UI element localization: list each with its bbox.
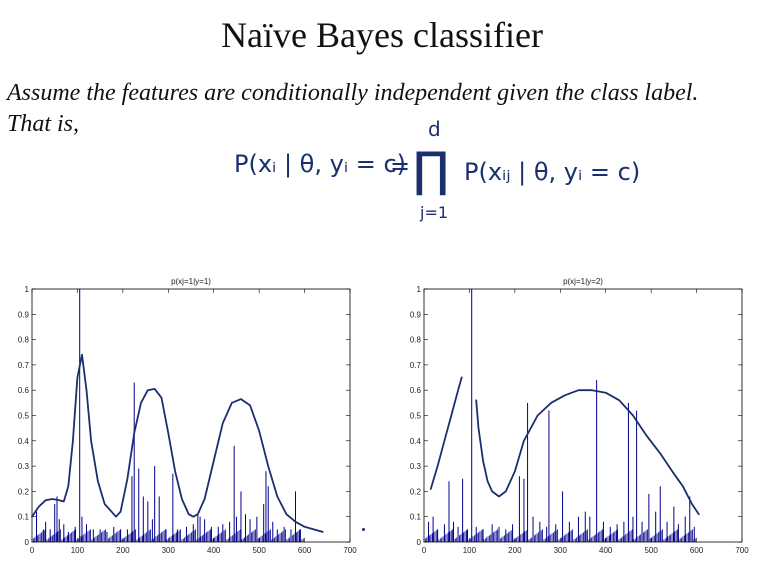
x-tick-label: 200 [508, 546, 522, 555]
x-tick-label: 0 [422, 546, 427, 555]
x-tick-label: 600 [690, 546, 704, 555]
density-curve [475, 389, 700, 516]
y-tick-label: 0.1 [18, 513, 30, 522]
formula-rhs: P(xᵢⱼ | θ, yᵢ = c) [464, 158, 640, 186]
y-tick-label: 0.4 [410, 437, 422, 446]
x-tick-label: 600 [298, 546, 312, 555]
x-tick-label: 500 [252, 546, 266, 555]
x-tick-label: 0 [30, 546, 35, 555]
chart-class-1-svg: p(xj=1|y=1) 0 100 200 300 400 500 600 700 0 0.1 0.2… [18, 277, 357, 555]
y-tick-label: 0.3 [18, 462, 30, 471]
x-tick-label: 200 [116, 546, 130, 555]
y-tick-label: 0.3 [410, 462, 422, 471]
y-tick-label: 0.9 [18, 310, 30, 319]
formula-lhs: P(xᵢ | θ, yᵢ = c) [234, 150, 406, 178]
y-tick-label: 0.2 [410, 487, 422, 496]
x-tick-label: 100 [463, 546, 477, 555]
y-tick-label: 0.7 [410, 361, 422, 370]
x-tick-label: 700 [343, 546, 357, 555]
chart-class-1: p(xj=1|y=1) 0 100 200 300 400 500 600 700 0 0.1 0.2… [4, 272, 364, 572]
x-tick-label: 400 [599, 546, 613, 555]
chart-title: p(xj=1|y=1) [171, 277, 211, 286]
density-curve [429, 376, 463, 490]
x-tick-label: 300 [162, 546, 176, 555]
y-tick-label: 0.1 [410, 513, 422, 522]
x-tick-label: 700 [735, 546, 749, 555]
y-tick-label: 0.8 [18, 336, 30, 345]
y-tick-label: 1 [25, 285, 30, 294]
assumption-text: Assume the features are conditionally in… [7, 80, 699, 106]
that-is-text: That is, [7, 111, 80, 137]
y-tick-label: 0.5 [18, 412, 30, 421]
y-tick-label: 0.4 [18, 437, 30, 446]
x-tick-label: 300 [554, 546, 568, 555]
formula-equals: = [390, 152, 410, 180]
formula-lower-limit: j=1 [419, 203, 448, 222]
x-tick-label: 400 [207, 546, 221, 555]
y-tick-label: 0.5 [410, 412, 422, 421]
y-tick-label: 0.6 [410, 386, 422, 395]
x-tick-label: 500 [644, 546, 658, 555]
formula-upper-limit: d [428, 117, 441, 141]
y-tick-label: 0.8 [410, 336, 422, 345]
handwritten-formula: P(xᵢ | θ, yᵢ = c) = ∏ d j=1 P(xᵢⱼ | θ, y… [228, 110, 658, 230]
y-tick-label: 0 [417, 538, 422, 547]
ink-dot [362, 528, 365, 531]
y-tick-label: 0.9 [410, 310, 422, 319]
y-tick-label: 0.2 [18, 487, 30, 496]
y-tick-label: 1 [417, 285, 422, 294]
y-tick-label: 0 [25, 538, 30, 547]
chart-title: p(xj=1|y=2) [563, 277, 603, 286]
formula-product-symbol: ∏ [413, 142, 449, 198]
chart-class-2-svg: p(xj=1|y=2) 0 100 200 300 400 500 600 700 0 0.1 0.2… [410, 277, 749, 555]
density-curve [31, 353, 324, 533]
slide-title: Naïve Bayes classifier [221, 15, 543, 55]
y-tick-label: 0.7 [18, 361, 30, 370]
chart-class-2: p(xj=1|y=2) 0 100 200 300 400 500 600 700 0 0.1 0.2… [396, 272, 756, 572]
x-tick-label: 100 [71, 546, 85, 555]
y-tick-label: 0.6 [18, 386, 30, 395]
